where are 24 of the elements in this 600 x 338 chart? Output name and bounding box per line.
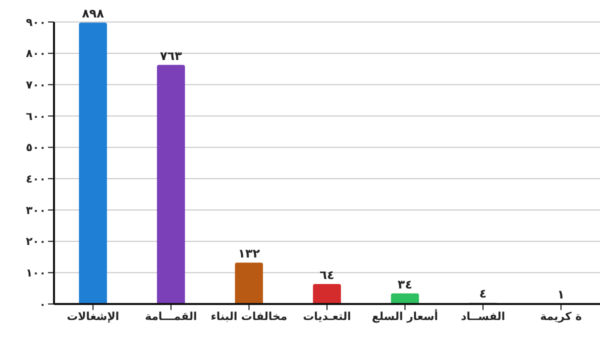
y-tick-label: ٥٠٠	[26, 141, 46, 154]
x-tick-label: ة كريمة	[540, 310, 582, 323]
x-tick-label: الإشغالات	[66, 310, 120, 323]
y-tick-label: ٨٠٠	[26, 47, 46, 60]
data-label: ٣٤	[398, 277, 412, 292]
y-tick-label: ٧٠٠	[26, 78, 46, 92]
y-tick-label: ٦٠٠	[26, 110, 46, 123]
x-tick-label: مخالفات البناء	[210, 310, 288, 323]
data-label: ٦٤	[320, 268, 334, 282]
y-tick-label: ١٠٠	[26, 266, 46, 280]
x-tick-label: القمـــامة	[144, 310, 198, 323]
y-tick-label: ٤٠٠	[26, 172, 46, 186]
y-tick-label: ٢٠٠	[26, 235, 46, 248]
x-tick-label: التعـديات	[302, 310, 352, 323]
data-label: ٧٦٣	[160, 48, 183, 63]
data-label: ١	[557, 288, 565, 302]
y-tick-label: ٠	[39, 298, 46, 311]
data-label: ٤	[479, 286, 487, 301]
y-tick-label: ٣٠٠	[26, 204, 46, 217]
data-label: ١٣٢	[238, 246, 261, 261]
x-tick-label: أسعار السلع	[372, 308, 438, 323]
x-tick-label: الفســاد	[460, 310, 506, 323]
y-tick-label: ٩٠٠	[26, 16, 46, 29]
data-label: ٨٩٨	[82, 6, 105, 21]
